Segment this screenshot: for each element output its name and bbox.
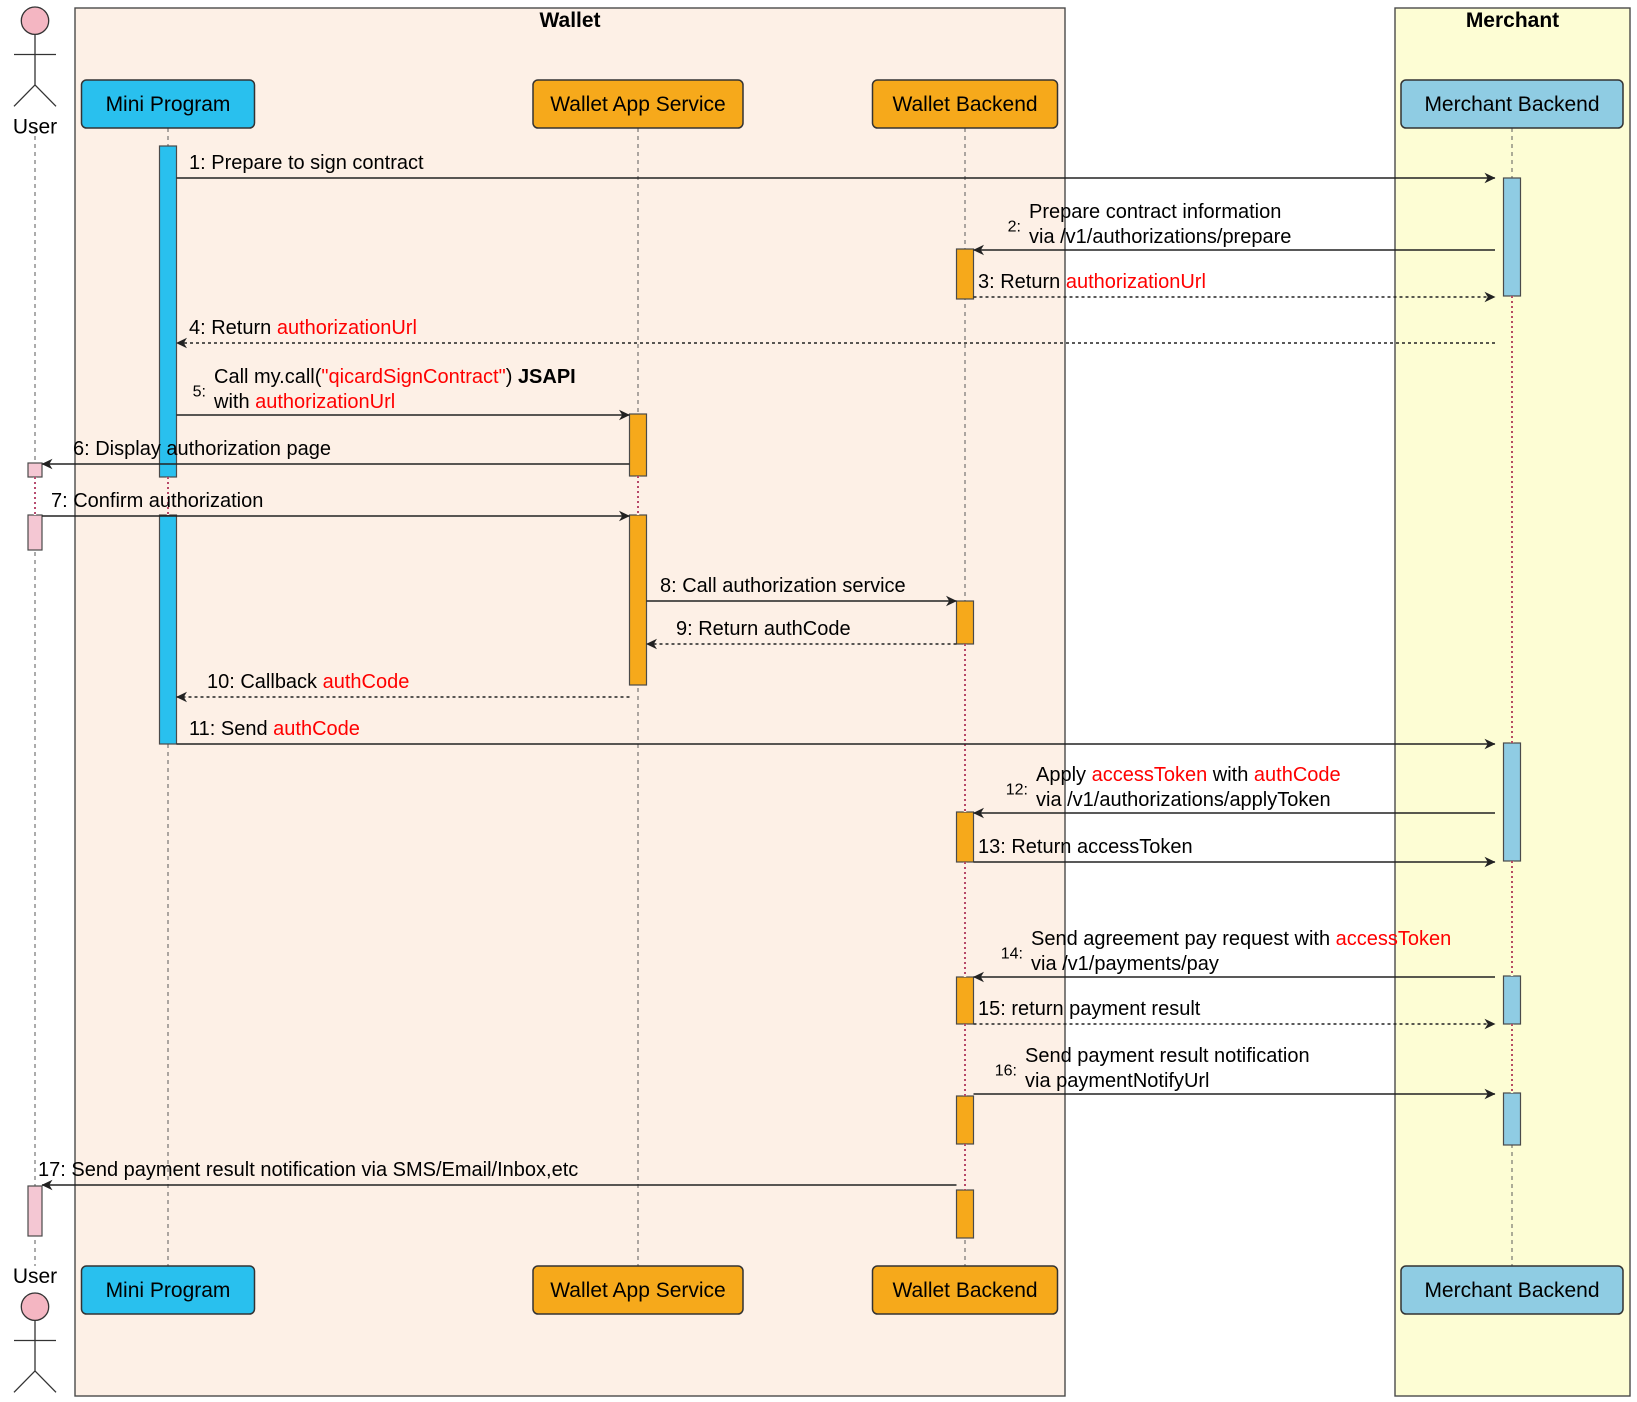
svg-text:Wallet Backend: Wallet Backend [892,1279,1037,1302]
svg-text:via paymentNotifyUrl: via paymentNotifyUrl [1025,1070,1210,1092]
svg-text:via /v1/authorizations/applyTo: via /v1/authorizations/applyToken [1036,789,1331,811]
svg-text:17: Send payment result notifi: 17: Send payment result notification via… [38,1159,578,1181]
svg-text:Send payment result notificati: Send payment result notification [1025,1045,1310,1067]
svg-text:5:: 5: [193,384,206,401]
svg-text:User: User [13,1265,57,1288]
svg-text:8: Call authorization service: 8: Call authorization service [660,575,906,597]
svg-text:Call my.call("qicardSignContra: Call my.call("qicardSignContract") JSAPI [214,366,576,388]
svg-text:Merchant: Merchant [1466,9,1559,32]
svg-text:Merchant Backend: Merchant Backend [1424,1279,1599,1302]
svg-text:Apply accessToken with authCod: Apply accessToken with authCode [1036,764,1341,786]
svg-text:11: Send authCode: 11: Send authCode [189,718,360,740]
svg-text:Wallet App Service: Wallet App Service [550,93,725,116]
svg-text:Merchant Backend: Merchant Backend [1424,93,1599,116]
svg-text:Send agreement pay request wit: Send agreement pay request with accessTo… [1031,928,1451,950]
svg-text:1: Prepare to sign contract: 1: Prepare to sign contract [189,152,424,174]
svg-text:15: return payment result: 15: return payment result [978,998,1201,1020]
svg-text:2:: 2: [1008,219,1021,236]
svg-text:via /v1/authorizations/prepare: via /v1/authorizations/prepare [1029,226,1291,248]
svg-text:3: Return authorizationUrl: 3: Return authorizationUrl [978,271,1206,293]
svg-text:via /v1/payments/pay: via /v1/payments/pay [1031,953,1219,975]
svg-text:13: Return accessToken: 13: Return accessToken [978,836,1193,858]
svg-text:Mini Program: Mini Program [106,1279,231,1302]
svg-text:7: Confirm authorization: 7: Confirm authorization [51,490,263,512]
svg-text:9: Return authCode: 9: Return authCode [676,618,851,640]
svg-text:Wallet: Wallet [539,9,600,32]
svg-text:6: Display authorization page: 6: Display authorization page [73,438,331,460]
svg-text:with authorizationUrl: with authorizationUrl [213,391,395,413]
svg-text:14:: 14: [1001,946,1023,963]
svg-text:10: Callback authCode: 10: Callback authCode [207,671,409,693]
svg-text:User: User [13,115,57,138]
svg-text:Wallet Backend: Wallet Backend [892,93,1037,116]
svg-text:Prepare contract information: Prepare contract information [1029,201,1281,223]
svg-text:16:: 16: [995,1063,1017,1080]
svg-text:4: Return authorizationUrl: 4: Return authorizationUrl [189,317,417,339]
svg-text:Mini Program: Mini Program [106,93,231,116]
svg-text:12:: 12: [1006,782,1028,799]
svg-text:Wallet App Service: Wallet App Service [550,1279,725,1302]
